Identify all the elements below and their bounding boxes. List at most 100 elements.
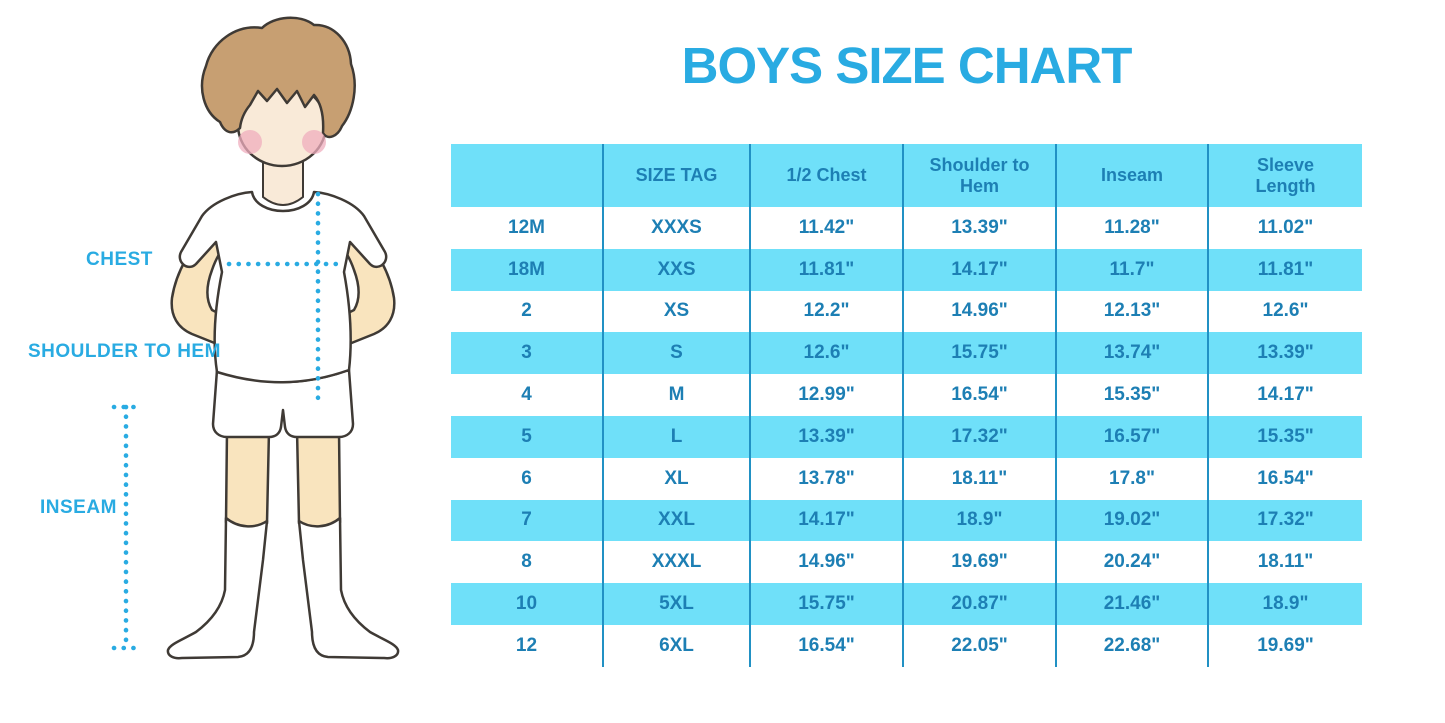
size-cell: 19.02" bbox=[1056, 499, 1209, 542]
size-cell: 14.17" bbox=[750, 499, 904, 542]
size-cell: 13.39" bbox=[750, 415, 904, 458]
size-row: 8 XXXL 14.96" 19.69" 20.24" 18.11" bbox=[451, 541, 1362, 584]
size-cell: XS bbox=[603, 290, 751, 333]
size-cell: 16.54" bbox=[750, 624, 904, 667]
size-cell: 4 bbox=[451, 374, 604, 416]
size-row: 4 M 12.99" 16.54" 15.35" 14.17" bbox=[451, 374, 1362, 416]
header-cell-size-tag: SIZE TAG bbox=[603, 144, 751, 207]
header-cell-half-chest: 1/2 Chest bbox=[750, 144, 904, 207]
size-cell: 20.87" bbox=[903, 583, 1057, 625]
size-cell: S bbox=[603, 332, 751, 375]
header-cell-size bbox=[451, 144, 604, 207]
size-cell: 5 bbox=[451, 415, 604, 458]
size-cell: 14.17" bbox=[903, 248, 1057, 291]
size-cell: 12 bbox=[451, 624, 604, 667]
size-row: 10 5XL 15.75" 20.87" 21.46" 18.9" bbox=[451, 583, 1362, 625]
size-cell: XL bbox=[603, 457, 751, 500]
size-cell: XXS bbox=[603, 248, 751, 291]
boy-sock-left bbox=[166, 516, 269, 660]
inseam-label: INSEAM bbox=[40, 497, 117, 518]
size-cell: M bbox=[603, 374, 751, 416]
size-chart-table: SIZE TAG 1/2 Chest Shoulder to Hem Insea… bbox=[451, 144, 1362, 667]
size-cell: 18.11" bbox=[903, 457, 1057, 500]
size-cell: 15.75" bbox=[903, 332, 1057, 375]
size-cell: 12M bbox=[451, 207, 604, 249]
size-cell: 22.68" bbox=[1056, 624, 1209, 667]
size-cell: 20.24" bbox=[1056, 541, 1209, 584]
size-cell: 12.13" bbox=[1056, 290, 1209, 333]
boy-leg-left bbox=[224, 428, 271, 530]
size-row: 3 S 12.6" 15.75" 13.74" 13.39" bbox=[451, 332, 1362, 375]
size-row: 5 L 13.39" 17.32" 16.57" 15.35" bbox=[451, 415, 1362, 458]
size-row: 18M XXS 11.81" 14.17" 11.7" 11.81" bbox=[451, 248, 1362, 291]
size-cell: 13.78" bbox=[750, 457, 904, 500]
size-cell: 11.28" bbox=[1056, 207, 1209, 249]
size-cell: 12.6" bbox=[750, 332, 904, 375]
page-title: BOYS SIZE CHART bbox=[681, 37, 1133, 94]
size-cell: XXL bbox=[603, 499, 751, 542]
size-cell: 21.46" bbox=[1056, 583, 1209, 625]
size-cell: 13.39" bbox=[903, 207, 1057, 249]
size-cell: 6XL bbox=[603, 624, 751, 667]
size-cell: 17.32" bbox=[1208, 499, 1362, 542]
size-table-container: SIZE TAG 1/2 Chest Shoulder to Hem Insea… bbox=[451, 144, 1362, 667]
size-cell: 18.9" bbox=[1208, 583, 1362, 625]
boy-blush-left bbox=[238, 130, 262, 154]
size-cell: 12.2" bbox=[750, 290, 904, 333]
size-cell: 18.11" bbox=[1208, 541, 1362, 584]
size-cell: 22.05" bbox=[903, 624, 1057, 667]
size-cell: 19.69" bbox=[903, 541, 1057, 584]
size-cell: 16.54" bbox=[1208, 457, 1362, 500]
size-cell: 15.35" bbox=[1056, 374, 1209, 416]
size-cell: 18.9" bbox=[903, 499, 1057, 542]
boy-blush-right bbox=[302, 130, 326, 154]
shoulder-to-hem-label: SHOULDER TO HEM bbox=[28, 341, 221, 362]
size-cell: 18M bbox=[451, 248, 604, 291]
table-header-row: SIZE TAG 1/2 Chest Shoulder to Hem Insea… bbox=[451, 144, 1362, 207]
size-row: 12 6XL 16.54" 22.05" 22.68" 19.69" bbox=[451, 624, 1362, 667]
size-row: 2 XS 12.2" 14.96" 12.13" 12.6" bbox=[451, 290, 1362, 333]
size-row: 12M XXXS 11.42" 13.39" 11.28" 11.02" bbox=[451, 207, 1362, 249]
size-cell: 16.57" bbox=[1056, 415, 1209, 458]
size-cell: 19.69" bbox=[1208, 624, 1362, 667]
size-row: 7 XXL 14.17" 18.9" 19.02" 17.32" bbox=[451, 499, 1362, 542]
size-row: 6 XL 13.78" 18.11" 17.8" 16.54" bbox=[451, 457, 1362, 500]
size-cell: 16.54" bbox=[903, 374, 1057, 416]
size-cell: 15.75" bbox=[750, 583, 904, 625]
header-cell-sleeve-length: Sleeve Length bbox=[1208, 144, 1362, 207]
size-cell: 15.35" bbox=[1208, 415, 1362, 458]
size-cell: 6 bbox=[451, 457, 604, 500]
size-cell: 11.42" bbox=[750, 207, 904, 249]
table-body: 12M XXXS 11.42" 13.39" 11.28" 11.02" 18M XXS 11.… bbox=[451, 207, 1362, 667]
size-cell: 14.96" bbox=[750, 541, 904, 584]
boy-leg-right bbox=[295, 428, 342, 530]
size-cell: 8 bbox=[451, 541, 604, 584]
boy-figure-illustration bbox=[111, 16, 400, 660]
size-cell: 14.17" bbox=[1208, 374, 1362, 416]
size-cell: 11.81" bbox=[750, 248, 904, 291]
size-cell: 2 bbox=[451, 290, 604, 333]
size-cell: 11.81" bbox=[1208, 248, 1362, 291]
size-cell: XXXL bbox=[603, 541, 751, 584]
chest-label: CHEST bbox=[86, 249, 153, 270]
header-cell-shoulder-to-hem: Shoulder to Hem bbox=[903, 144, 1057, 207]
size-cell: 17.32" bbox=[903, 415, 1057, 458]
boy-shirt bbox=[178, 190, 388, 384]
header-cell-inseam: Inseam bbox=[1056, 144, 1209, 207]
size-cell: XXXS bbox=[603, 207, 751, 249]
size-cell: 12.6" bbox=[1208, 290, 1362, 333]
size-cell: 12.99" bbox=[750, 374, 904, 416]
size-cell: 11.7" bbox=[1056, 248, 1209, 291]
boy-sock-right bbox=[297, 516, 400, 660]
size-cell: 10 bbox=[451, 583, 604, 625]
boy-hair bbox=[200, 16, 356, 139]
size-cell: 3 bbox=[451, 332, 604, 375]
size-cell: 13.39" bbox=[1208, 332, 1362, 375]
size-cell: 7 bbox=[451, 499, 604, 542]
size-cell: 17.8" bbox=[1056, 457, 1209, 500]
size-cell: 5XL bbox=[603, 583, 751, 625]
size-cell: 11.02" bbox=[1208, 207, 1362, 249]
size-cell: 14.96" bbox=[903, 290, 1057, 333]
size-cell: 13.74" bbox=[1056, 332, 1209, 375]
